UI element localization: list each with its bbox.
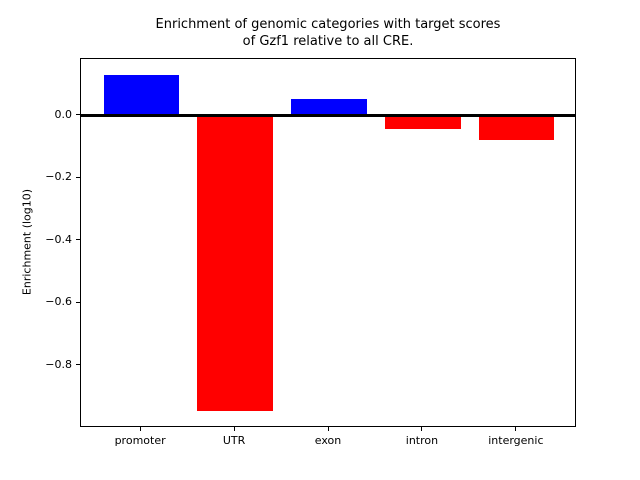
x-tick-label-UTR: UTR (222, 434, 246, 448)
y-tick-label: −0.8 (45, 357, 72, 371)
bar-intron (385, 115, 461, 130)
bar-UTR (197, 115, 273, 412)
y-tick-mark (76, 176, 80, 178)
y-tick-mark (76, 114, 80, 116)
chart-title: Enrichment of genomic categories with ta… (155, 17, 501, 49)
x-tick-mark (515, 427, 517, 432)
zero-line (81, 114, 575, 117)
y-tick-label: −0.2 (45, 170, 72, 184)
x-tick-mark (233, 427, 235, 432)
y-tick-mark (76, 239, 80, 241)
bar-promoter (103, 75, 179, 116)
y-tick-label: −0.4 (45, 232, 72, 246)
y-tick-label: −0.6 (45, 295, 72, 309)
x-tick-label-intergenic: intergenic (488, 434, 544, 448)
x-tick-label-promoter: promoter (114, 434, 166, 448)
x-tick-label-exon: exon (314, 434, 342, 448)
y-tick-label: 0.0 (54, 107, 73, 121)
x-tick-mark (327, 427, 329, 432)
bar-intergenic (479, 115, 555, 140)
y-tick-mark (76, 364, 80, 366)
plot-area (80, 57, 576, 428)
x-tick-mark (421, 427, 423, 432)
x-tick-label-intron: intron (405, 434, 439, 448)
x-tick-mark (139, 427, 141, 432)
bar-exon (291, 98, 367, 116)
y-tick-mark (76, 301, 80, 303)
